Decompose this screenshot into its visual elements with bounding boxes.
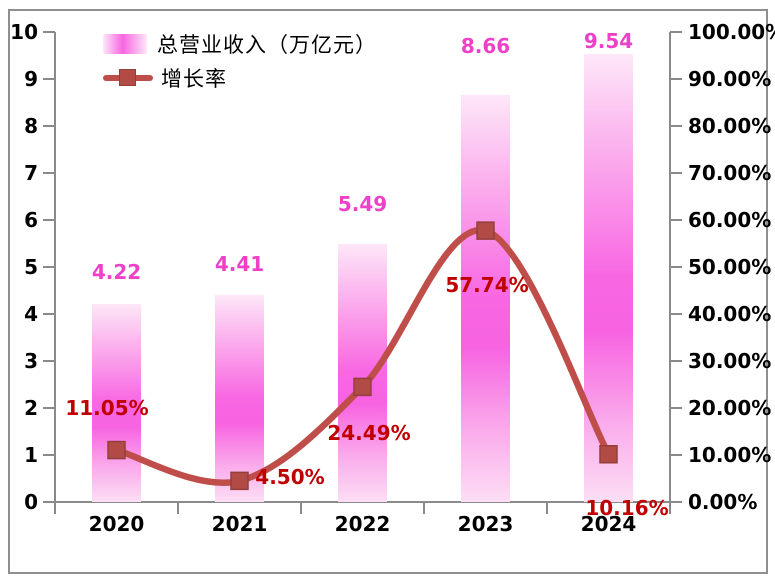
y-axis-right-label: 40.00%: [688, 302, 772, 326]
y-axis-right-line: [669, 32, 671, 514]
revenue-bar: [461, 94, 510, 502]
y-axis-left-label: 2: [24, 396, 38, 420]
growth-value-label: 11.05%: [65, 396, 149, 420]
legend: 总营业收入（万亿元） 增长率: [103, 27, 377, 95]
y-axis-right-tick: [670, 360, 682, 362]
x-axis-tick: [546, 502, 548, 514]
y-axis-right-tick: [670, 501, 682, 503]
growth-marker: [599, 444, 618, 464]
x-axis-label: 2024: [580, 512, 637, 536]
growth-value-label: 24.49%: [327, 421, 411, 445]
x-axis-label: 2020: [88, 512, 145, 536]
growth-marker: [476, 221, 495, 240]
y-axis-left-label: 0: [24, 490, 38, 514]
y-axis-right-label: 100.00%: [688, 20, 775, 44]
growth-marker: [353, 377, 372, 397]
y-axis-right-tick: [670, 172, 682, 174]
growth-line: [113, 226, 612, 486]
y-axis-right-tick: [670, 407, 682, 409]
bar-value-label: 8.66: [460, 34, 511, 58]
bar-value-label: 4.22: [91, 260, 142, 284]
y-axis-right-tick: [670, 266, 682, 268]
legend-item-revenue: 总营业收入（万亿元）: [103, 27, 377, 61]
y-axis-right-label: 80.00%: [688, 114, 772, 138]
y-axis-right-tick: [670, 31, 682, 33]
y-axis-right-tick: [670, 78, 682, 80]
y-axis-left-tick: [43, 360, 55, 362]
y-axis-left-label: 7: [24, 161, 38, 185]
growth-marker: [230, 471, 249, 491]
bar-value-label: 4.41: [214, 252, 265, 276]
y-axis-left-tick: [43, 407, 55, 409]
y-axis-left-tick: [43, 219, 55, 221]
bar-swatch-icon: [103, 34, 147, 54]
y-axis-right-label: 30.00%: [688, 349, 772, 373]
y-axis-right-tick: [670, 125, 682, 127]
y-axis-right-label: 0.00%: [688, 490, 758, 514]
y-axis-left-line: [54, 32, 56, 514]
x-axis-tick: [54, 502, 56, 514]
x-axis-tick: [669, 502, 671, 514]
y-axis-left-label: 10: [10, 20, 38, 44]
revenue-bar: [92, 303, 141, 502]
y-axis-right-label: 60.00%: [688, 208, 772, 232]
y-axis-right-label: 90.00%: [688, 67, 772, 91]
y-axis-left-label: 8: [24, 114, 38, 138]
y-axis-left-tick: [43, 31, 55, 33]
growth-value-label: 10.16%: [585, 496, 669, 520]
y-axis-left-tick: [43, 313, 55, 315]
bar-value-label: 9.54: [583, 29, 634, 53]
x-axis-tick: [423, 502, 425, 514]
growth-value-label: 57.74%: [445, 273, 529, 297]
x-axis-label: 2022: [334, 512, 391, 536]
y-axis-right-tick: [670, 454, 682, 456]
revenue-bar: [584, 53, 633, 502]
line-marker-swatch-icon: [103, 68, 153, 88]
y-axis-right-label: 20.00%: [688, 396, 772, 420]
y-axis-left-tick: [43, 78, 55, 80]
legend-label-growth: 增长率: [161, 67, 227, 91]
x-axis-label: 2023: [457, 512, 514, 536]
bar-value-label: 5.49: [337, 192, 388, 216]
y-axis-left-label: 5: [24, 255, 38, 279]
growth-value-label: 4.50%: [255, 465, 325, 489]
legend-label-revenue: 总营业收入（万亿元）: [157, 33, 377, 57]
revenue-bar: [215, 294, 264, 502]
y-axis-right-label: 50.00%: [688, 255, 772, 279]
y-axis-left-label: 6: [24, 208, 38, 232]
y-axis-right-tick: [670, 219, 682, 221]
y-axis-left-tick: [43, 172, 55, 174]
y-axis-left-label: 3: [24, 349, 38, 373]
y-axis-left-tick: [43, 454, 55, 456]
y-axis-right-label: 70.00%: [688, 161, 772, 185]
revenue-bar: [338, 243, 387, 502]
y-axis-right-label: 10.00%: [688, 443, 772, 467]
y-axis-left-tick: [43, 266, 55, 268]
x-axis-tick: [177, 502, 179, 514]
y-axis-left-label: 4: [24, 302, 38, 326]
x-axis-label: 2021: [211, 512, 268, 536]
y-axis-left-tick: [43, 501, 55, 503]
y-axis-left-tick: [43, 125, 55, 127]
y-axis-left-label: 9: [24, 67, 38, 91]
growth-marker: [107, 440, 126, 460]
y-axis-right-tick: [670, 313, 682, 315]
x-axis-tick: [300, 502, 302, 514]
x-axis-line: [43, 501, 670, 503]
legend-item-growth: 增长率: [103, 61, 377, 95]
y-axis-left-label: 1: [24, 443, 38, 467]
